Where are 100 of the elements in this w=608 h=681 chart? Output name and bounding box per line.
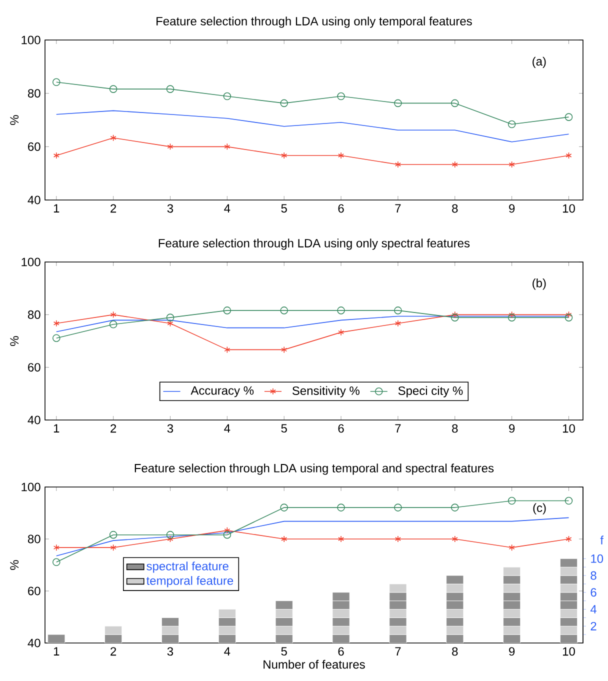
y-tick-label: 80 xyxy=(28,310,40,319)
point xyxy=(337,92,345,100)
legend-label: spectral feature xyxy=(146,562,228,573)
point xyxy=(566,152,572,159)
point xyxy=(452,311,458,318)
point xyxy=(394,504,402,512)
x-tick-label: 6 xyxy=(338,647,344,656)
point xyxy=(224,527,230,534)
point xyxy=(508,314,516,322)
x-tick-label: 3 xyxy=(167,204,174,213)
point xyxy=(167,536,174,542)
legend-label: Accuracy % xyxy=(190,386,254,398)
x-tick-label: 9 xyxy=(509,647,515,656)
y-tick-label: 40 xyxy=(28,416,40,424)
chart-title: Feature selection through LDA using temporal and spectral features xyxy=(134,464,494,475)
x-tick-label: 5 xyxy=(281,424,287,433)
x-tick-label: 10 xyxy=(562,647,575,656)
point xyxy=(394,536,401,542)
point xyxy=(338,152,344,159)
line-series xyxy=(56,110,570,142)
y-axis-title: % xyxy=(10,115,19,125)
x-tick-label: 7 xyxy=(395,424,401,432)
legend-label: Sensitivity % xyxy=(292,386,360,398)
point xyxy=(337,504,345,512)
bar xyxy=(48,634,66,643)
y-tick-label: 60 xyxy=(28,363,40,372)
chart-title: Feature selection through LDA using only spectral features xyxy=(158,238,470,250)
y-tick-label: 100 xyxy=(22,482,40,492)
x-tick-label: 8 xyxy=(452,204,458,213)
point xyxy=(564,314,573,322)
point xyxy=(394,161,401,168)
x-axis-title: Number of features xyxy=(264,660,365,669)
x-tick-label: 10 xyxy=(562,204,575,213)
legend-label: Speci city % xyxy=(398,386,463,398)
x-tick-label: 2 xyxy=(110,204,116,213)
point xyxy=(110,134,116,142)
point xyxy=(53,320,60,327)
x-tick-label: 1 xyxy=(54,424,60,432)
y-tick-label: 100 xyxy=(22,258,40,266)
point xyxy=(337,306,345,314)
point xyxy=(52,558,60,566)
point xyxy=(508,120,516,128)
x-tick-label: 6 xyxy=(338,424,344,433)
point xyxy=(564,496,573,505)
x-tick-label: 9 xyxy=(509,204,515,213)
y-axis-title: % xyxy=(10,560,19,570)
y2-tick-label: 2 xyxy=(590,622,596,630)
point xyxy=(280,306,288,314)
y-tick-label: 60 xyxy=(28,142,40,151)
point xyxy=(109,530,118,539)
point xyxy=(166,314,174,322)
point xyxy=(450,314,459,322)
x-tick-label: 4 xyxy=(224,647,230,656)
point xyxy=(223,530,232,539)
point xyxy=(110,544,116,551)
x-tick-label: 3 xyxy=(167,424,174,433)
point xyxy=(110,311,116,318)
x-tick-label: 7 xyxy=(395,204,401,212)
point xyxy=(281,346,288,354)
point xyxy=(566,311,572,318)
y2-tick-label: 8 xyxy=(590,571,596,580)
point xyxy=(338,536,344,542)
y-tick-label: 60 xyxy=(28,586,40,596)
x-tick-label: 5 xyxy=(281,204,287,213)
point xyxy=(166,85,174,93)
y-tick-label: 40 xyxy=(28,196,40,204)
x-tick-label: 4 xyxy=(224,424,230,432)
y-tick-label: 100 xyxy=(22,36,40,44)
y2-tick-label: 4 xyxy=(590,605,597,614)
y2-tick-label: 10 xyxy=(591,554,604,563)
x-tick-label: 9 xyxy=(509,424,515,433)
point xyxy=(224,143,230,150)
y2-tick-label: 6 xyxy=(590,588,596,597)
point xyxy=(109,85,118,93)
x-tick-label: 4 xyxy=(224,204,230,212)
point xyxy=(223,92,232,100)
y-axis-title: % xyxy=(10,336,19,346)
point xyxy=(280,504,288,512)
point xyxy=(167,320,174,327)
point xyxy=(53,544,60,551)
chart-title: Feature selection through LDA using only temporal features xyxy=(156,16,472,28)
x-tick-label: 2 xyxy=(110,647,116,656)
x-tick-label: 8 xyxy=(452,647,458,656)
x-tick-label: 1 xyxy=(54,647,60,656)
x-tick-label: 2 xyxy=(110,424,116,433)
x-tick-label: 7 xyxy=(395,647,401,656)
point xyxy=(166,530,174,539)
point xyxy=(167,143,174,150)
annotation: (a) xyxy=(532,56,546,68)
y-tick-label: 80 xyxy=(28,534,40,544)
point xyxy=(224,346,230,354)
y-tick-label: 80 xyxy=(28,89,40,98)
annotation: (c) xyxy=(533,503,546,514)
point xyxy=(281,152,288,159)
point xyxy=(450,99,459,108)
point xyxy=(280,99,288,108)
point xyxy=(564,113,573,121)
point xyxy=(508,496,516,505)
point xyxy=(281,536,288,542)
y2-axis-title: f xyxy=(600,536,604,544)
